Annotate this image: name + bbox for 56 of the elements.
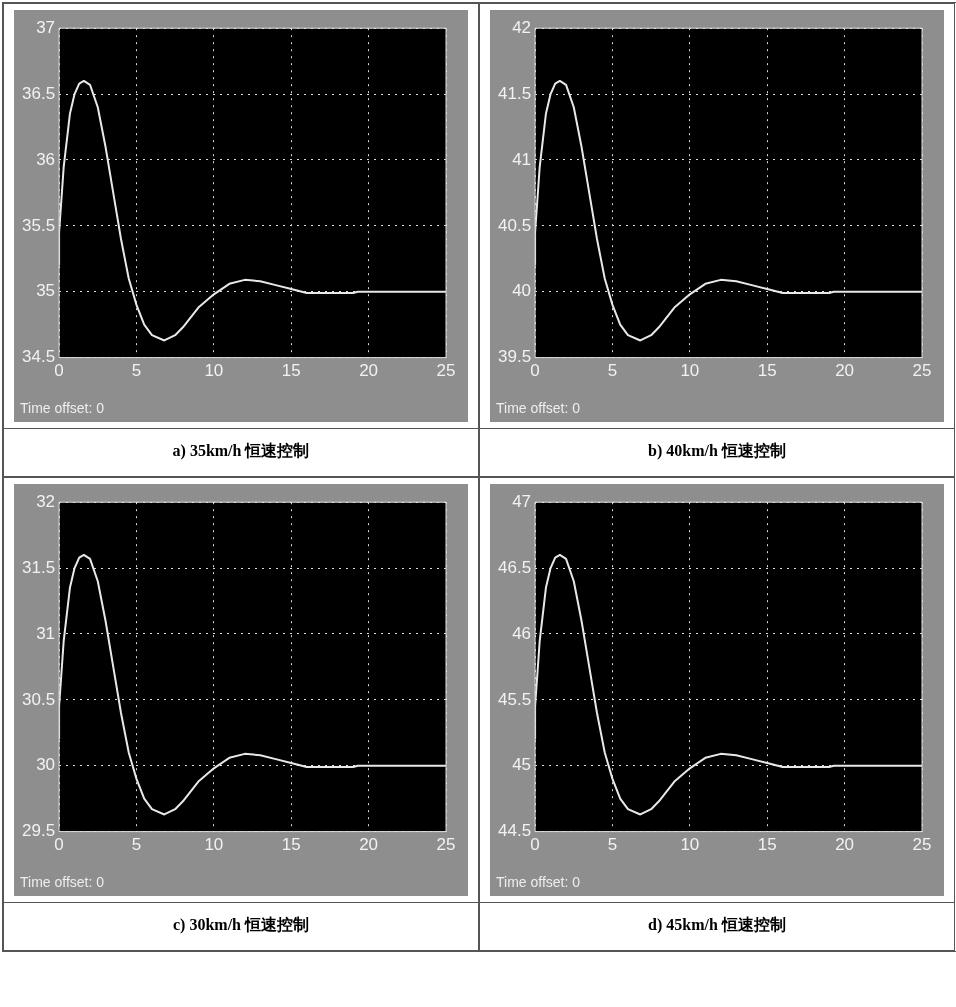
x-tick-label: 25	[436, 835, 456, 855]
x-tick-label: 15	[281, 835, 301, 855]
y-tick-label: 31.5	[21, 557, 56, 577]
text: Time offset: 0	[20, 400, 105, 416]
x-tick-label: 15	[757, 835, 777, 855]
x-tick-label: 20	[359, 361, 379, 381]
y-tick-label: 35	[36, 281, 56, 301]
y-tick-label: 31	[36, 623, 56, 643]
x-tick-label: 25	[436, 361, 456, 381]
y-tick-label: 37	[36, 17, 56, 37]
y-tick-label: 32	[36, 491, 56, 511]
y-tick-label: 44.5	[497, 821, 532, 841]
y-tick-label: 36.5	[21, 83, 56, 103]
x-tick-label: 10	[680, 835, 700, 855]
x-tick-label: 0	[54, 835, 64, 855]
y-tick-label: 45	[512, 755, 532, 775]
y-tick-label: 45.5	[497, 689, 532, 709]
y-tick-label: 40	[512, 281, 532, 301]
y-tick-label: 46.5	[497, 557, 532, 577]
x-tick-label: 20	[835, 835, 855, 855]
y-tick-label: 29.5	[21, 821, 56, 841]
x-tick-label: 20	[835, 361, 855, 381]
y-tick-label: 30	[36, 755, 56, 775]
y-tick-label: 47	[512, 491, 532, 511]
y-tick-label: 39.5	[497, 347, 532, 367]
x-tick-label: 25	[912, 835, 932, 855]
x-tick-label: 20	[359, 835, 379, 855]
y-tick-label: 40.5	[497, 215, 532, 235]
x-tick-label: 0	[54, 361, 64, 381]
y-tick-label: 42	[512, 17, 532, 37]
y-tick-label: 36	[36, 149, 56, 169]
x-tick-label: 5	[131, 835, 142, 855]
text: c) 30km/h 恒速控制	[4, 902, 478, 950]
y-tick-label: 34.5	[21, 347, 56, 367]
x-tick-label: 5	[131, 361, 142, 381]
x-tick-label: 10	[680, 361, 700, 381]
x-tick-label: 10	[204, 835, 224, 855]
y-tick-label: 46	[512, 623, 532, 643]
y-tick-label: 41.5	[497, 83, 532, 103]
x-tick-label: 15	[757, 361, 777, 381]
text: d) 45km/h 恒速控制	[480, 902, 954, 950]
x-tick-label: 5	[607, 361, 618, 381]
text: b) 40km/h 恒速控制	[480, 428, 954, 476]
text: Time offset: 0	[20, 874, 105, 890]
text: Time offset: 0	[496, 400, 581, 416]
x-tick-label: 0	[530, 835, 540, 855]
x-tick-label: 15	[281, 361, 301, 381]
x-tick-label: 0	[530, 361, 540, 381]
y-tick-label: 30.5	[21, 689, 56, 709]
text: a) 35km/h 恒速控制	[4, 428, 478, 476]
text: Time offset: 0	[496, 874, 581, 890]
x-tick-label: 5	[607, 835, 618, 855]
y-tick-label: 35.5	[21, 215, 56, 235]
y-tick-label: 41	[512, 149, 532, 169]
x-tick-label: 10	[204, 361, 224, 381]
x-tick-label: 25	[912, 361, 932, 381]
